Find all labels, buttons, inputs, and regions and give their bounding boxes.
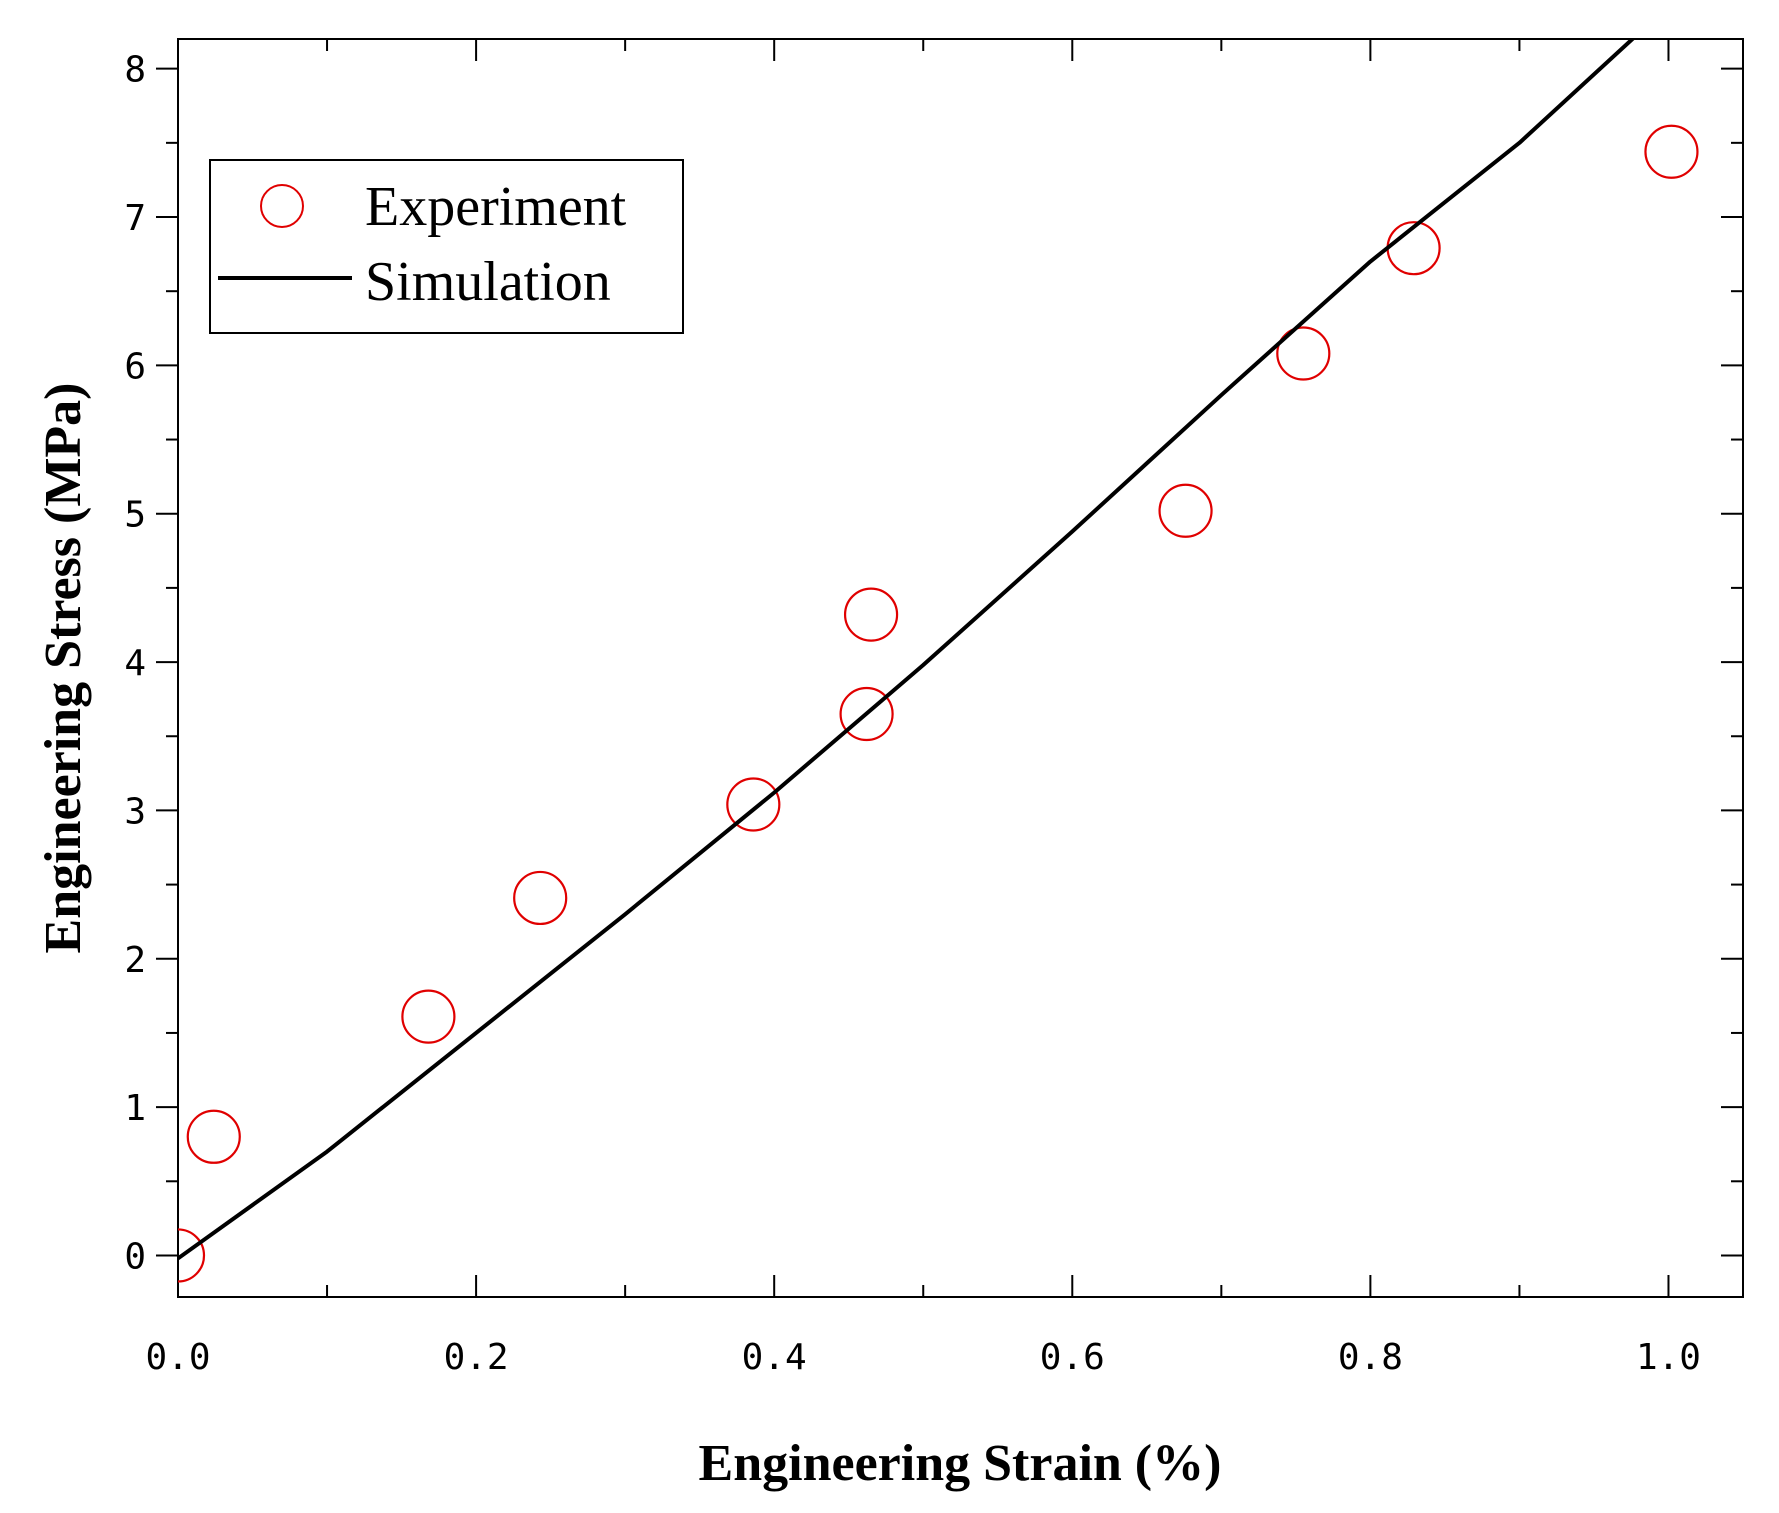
x-tick-label: 0.8 — [1338, 1337, 1403, 1378]
experiment-point — [401, 989, 456, 1044]
experiment-point — [1158, 483, 1213, 538]
simulation-line — [178, 39, 1636, 1261]
experiment-point — [178, 1228, 206, 1283]
experiment-point — [1386, 221, 1441, 276]
experiment-point — [843, 587, 899, 642]
y-tick-label: 0 — [124, 1236, 146, 1277]
x-axis-title: Engineering Strain (%) — [699, 1435, 1222, 1492]
x-tick-label: 0.2 — [444, 1337, 509, 1378]
legend-simulation-label: Simulation — [365, 251, 611, 313]
y-tick-label: 8 — [124, 50, 146, 91]
y-axis-title: Engineering Stress (MPa) — [35, 383, 92, 954]
y-tick-label: 4 — [124, 643, 146, 684]
y-tick-label: 2 — [124, 940, 146, 981]
experiment-point — [726, 777, 781, 832]
experiment-point — [839, 686, 894, 742]
experiment-point — [186, 1109, 241, 1164]
y-tick-label: 1 — [124, 1088, 146, 1129]
y-tick-label: 7 — [124, 198, 146, 239]
y-tick-label: 5 — [124, 495, 146, 536]
legend-experiment-label: Experiment — [365, 176, 627, 238]
experiment-point — [1644, 124, 1699, 179]
x-tick-label: 0.6 — [1040, 1337, 1105, 1378]
experiment-point — [513, 870, 568, 926]
y-tick-label: 6 — [124, 346, 146, 387]
series-layer — [178, 39, 1699, 1283]
y-tick-label: 3 — [124, 791, 146, 832]
experiment-point — [1276, 326, 1331, 381]
tick-marks — [156, 39, 1743, 1297]
legend-box — [209, 159, 684, 334]
x-tick-label: 0.0 — [145, 1337, 210, 1378]
legend-experiment-marker — [260, 184, 304, 228]
x-tick-label: 0.4 — [742, 1337, 807, 1378]
x-tick-label: 1.0 — [1636, 1337, 1701, 1378]
plot-frame — [177, 38, 1744, 1298]
y-tick-labels: 0 1 2 3 4 5 6 7 8 — [124, 50, 146, 1278]
legend: Experiment Simulation — [209, 159, 684, 334]
x-tick-labels: 0.0 0.2 0.4 0.6 0.8 1.0 — [145, 1337, 1701, 1378]
